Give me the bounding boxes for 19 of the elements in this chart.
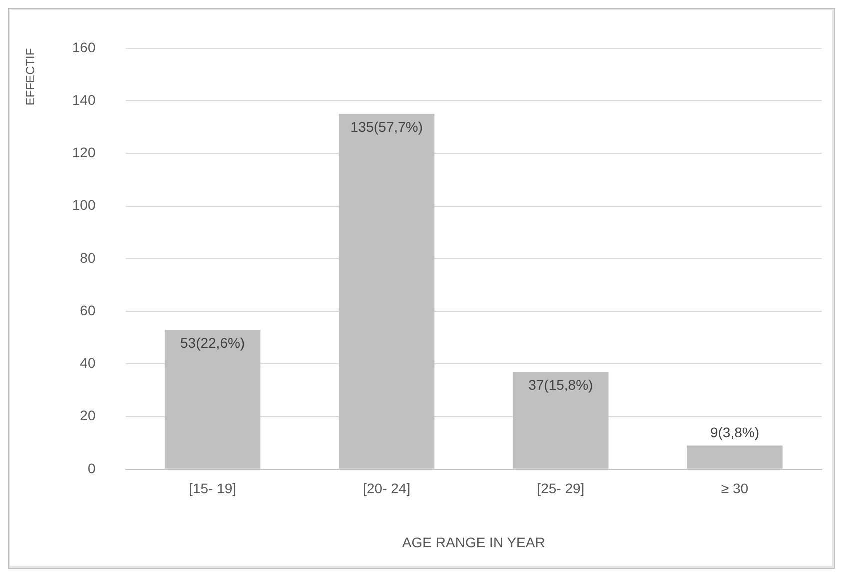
y-tick-label: 20 [80,408,96,424]
y-tick-label: 160 [72,39,96,56]
y-tick-label: 120 [72,144,96,161]
y-tick-label: 0 [88,460,96,476]
x-tick-label: [25- 29] [537,480,585,497]
y-tick-label: 40 [80,355,96,372]
data-label: 37(15,8%) [528,376,594,393]
data-label: 135(57,7%) [350,119,424,136]
x-tick-label: ≥ 30 [721,480,749,497]
y-tick-label: 100 [72,197,96,214]
data-label: 9(3,8%) [710,424,760,441]
x-axis-title: AGE RANGE IN YEAR [402,534,546,550]
x-tick-label: [20- 24] [363,480,411,497]
x-tick-label: [15- 19] [189,480,237,497]
data-label: 53(22,6%) [180,334,246,351]
y-tick-label: 80 [80,250,96,266]
y-tick-label: 60 [80,302,96,318]
y-axis-title: EFFECTIF [24,48,38,106]
y-tick-label: 140 [72,92,96,108]
